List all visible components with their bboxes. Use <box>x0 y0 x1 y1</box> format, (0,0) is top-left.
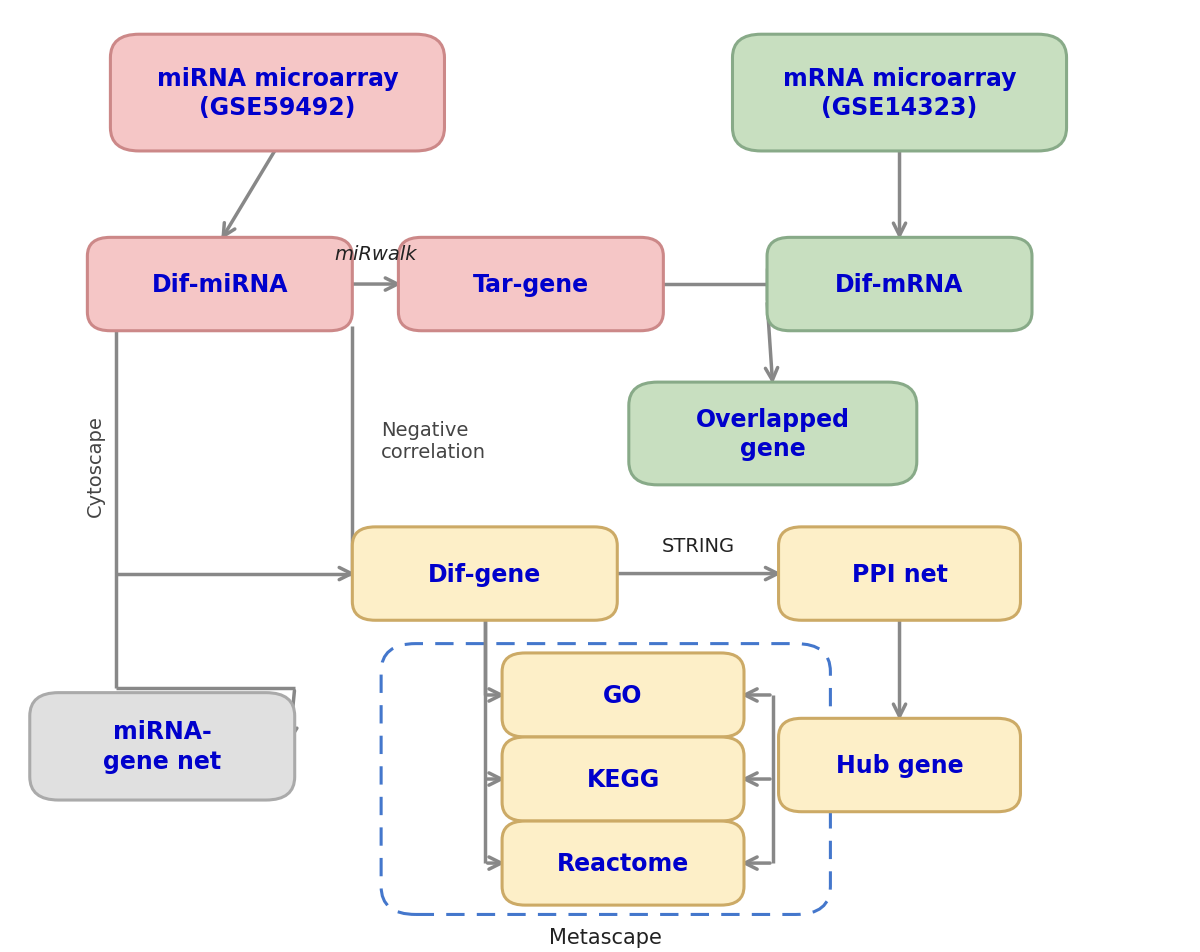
Text: Reactome: Reactome <box>557 851 689 875</box>
Text: PPI net: PPI net <box>852 562 948 585</box>
Text: miRwalk: miRwalk <box>334 246 416 265</box>
Text: Tar-gene: Tar-gene <box>473 273 589 297</box>
FancyBboxPatch shape <box>30 693 295 801</box>
Text: STRING: STRING <box>661 536 734 555</box>
Text: Overlapped
gene: Overlapped gene <box>696 407 850 461</box>
FancyBboxPatch shape <box>353 527 617 621</box>
Text: Cytoscape: Cytoscape <box>86 415 104 516</box>
Text: Dif-mRNA: Dif-mRNA <box>835 273 964 297</box>
FancyBboxPatch shape <box>502 822 744 905</box>
Text: Dif-gene: Dif-gene <box>428 562 541 585</box>
FancyBboxPatch shape <box>629 383 917 486</box>
FancyBboxPatch shape <box>502 653 744 737</box>
FancyBboxPatch shape <box>732 35 1067 151</box>
Text: KEGG: KEGG <box>587 767 660 791</box>
Text: GO: GO <box>604 684 643 707</box>
Text: Negative
correlation: Negative correlation <box>382 421 486 462</box>
FancyBboxPatch shape <box>398 238 664 331</box>
FancyBboxPatch shape <box>502 737 744 822</box>
FancyBboxPatch shape <box>779 719 1020 812</box>
Text: miRNA-
gene net: miRNA- gene net <box>103 720 221 773</box>
FancyBboxPatch shape <box>88 238 353 331</box>
Text: mRNA microarray
(GSE14323): mRNA microarray (GSE14323) <box>782 67 1016 120</box>
Text: miRNA microarray
(GSE59492): miRNA microarray (GSE59492) <box>157 67 398 120</box>
FancyBboxPatch shape <box>767 238 1032 331</box>
Text: Metascape: Metascape <box>550 926 662 946</box>
FancyBboxPatch shape <box>110 35 444 151</box>
FancyBboxPatch shape <box>779 527 1020 621</box>
Text: Dif-miRNA: Dif-miRNA <box>151 273 288 297</box>
Text: Hub gene: Hub gene <box>835 753 964 777</box>
